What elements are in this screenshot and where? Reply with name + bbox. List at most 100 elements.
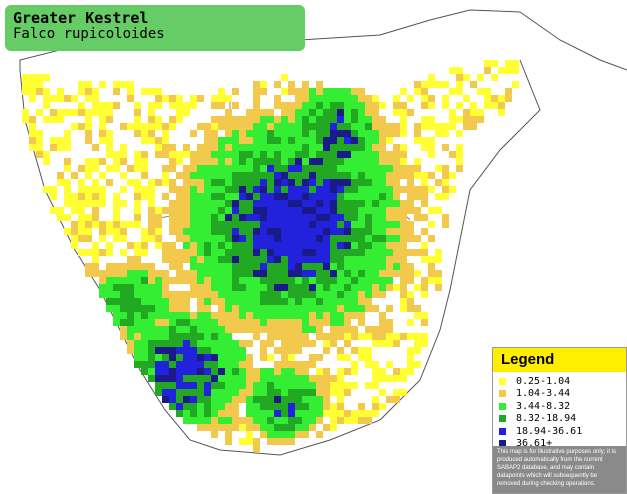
map-cell xyxy=(148,347,155,354)
map-cell xyxy=(295,424,302,431)
map-cell xyxy=(78,109,85,116)
map-cell xyxy=(323,130,330,137)
map-cell xyxy=(50,207,57,214)
map-cell xyxy=(435,284,442,291)
map-cell xyxy=(134,326,141,333)
map-cell xyxy=(239,438,246,445)
map-cell xyxy=(316,389,323,396)
map-cell xyxy=(155,312,162,319)
map-cell xyxy=(316,102,323,109)
map-cell xyxy=(246,270,253,277)
map-cell xyxy=(183,417,190,424)
map-cell xyxy=(225,424,232,431)
map-cell xyxy=(204,417,211,424)
map-cell xyxy=(274,81,281,88)
map-cell xyxy=(183,235,190,242)
map-cell xyxy=(316,235,323,242)
legend-item: 1.04-3.44 xyxy=(499,388,626,401)
map-cell xyxy=(386,193,393,200)
map-cell xyxy=(267,193,274,200)
map-cell xyxy=(358,88,365,95)
map-cell xyxy=(267,158,274,165)
map-cell xyxy=(218,179,225,186)
map-cell xyxy=(190,389,197,396)
map-cell xyxy=(309,417,316,424)
map-cell xyxy=(295,221,302,228)
map-cell xyxy=(155,207,162,214)
map-cell xyxy=(211,158,218,165)
map-cell xyxy=(379,165,386,172)
map-cell xyxy=(323,270,330,277)
map-cell xyxy=(421,312,428,319)
map-cell xyxy=(134,354,141,361)
map-cell xyxy=(379,116,386,123)
map-cell xyxy=(183,172,190,179)
map-cell xyxy=(141,249,148,256)
map-cell xyxy=(295,95,302,102)
map-cell xyxy=(316,137,323,144)
map-cell xyxy=(344,389,351,396)
map-cell xyxy=(323,410,330,417)
map-cell xyxy=(309,403,316,410)
map-cell xyxy=(470,102,477,109)
map-cell xyxy=(176,214,183,221)
map-cell xyxy=(169,144,176,151)
map-cell xyxy=(211,368,218,375)
map-cell xyxy=(211,137,218,144)
map-cell xyxy=(351,361,358,368)
map-cell xyxy=(323,123,330,130)
map-cell xyxy=(421,81,428,88)
map-cell xyxy=(393,95,400,102)
map-cell xyxy=(267,242,274,249)
map-cell xyxy=(337,88,344,95)
map-cell xyxy=(36,137,43,144)
map-cell xyxy=(99,284,106,291)
map-cell xyxy=(421,144,428,151)
map-cell xyxy=(302,291,309,298)
map-cell xyxy=(267,235,274,242)
map-cell xyxy=(99,123,106,130)
map-cell xyxy=(232,263,239,270)
map-cell xyxy=(302,116,309,123)
map-cell xyxy=(274,347,281,354)
map-cell xyxy=(407,319,414,326)
map-cell xyxy=(155,116,162,123)
map-cell xyxy=(372,116,379,123)
map-cell xyxy=(225,354,232,361)
map-cell xyxy=(71,207,78,214)
map-cell xyxy=(351,179,358,186)
map-cell xyxy=(218,298,225,305)
map-cell xyxy=(421,340,428,347)
map-cell xyxy=(456,116,463,123)
map-cell xyxy=(183,270,190,277)
map-cell xyxy=(400,270,407,277)
map-cell xyxy=(386,179,393,186)
map-cell xyxy=(435,123,442,130)
map-cell xyxy=(197,151,204,158)
map-cell xyxy=(302,298,309,305)
map-cell xyxy=(260,263,267,270)
map-cell xyxy=(330,263,337,270)
map-cell xyxy=(351,102,358,109)
map-cell xyxy=(239,347,246,354)
map-cell xyxy=(148,130,155,137)
map-cell xyxy=(148,214,155,221)
map-cell xyxy=(442,214,449,221)
map-cell xyxy=(232,312,239,319)
map-cell xyxy=(302,130,309,137)
map-cell xyxy=(337,200,344,207)
map-cell xyxy=(309,158,316,165)
map-cell xyxy=(71,235,78,242)
map-cell xyxy=(407,368,414,375)
map-cell xyxy=(428,116,435,123)
map-cell xyxy=(267,298,274,305)
map-cell xyxy=(183,368,190,375)
map-cell xyxy=(302,193,309,200)
map-cell xyxy=(239,284,246,291)
map-cell xyxy=(386,396,393,403)
map-cell xyxy=(393,165,400,172)
map-cell xyxy=(379,326,386,333)
map-cell xyxy=(211,375,218,382)
map-cell xyxy=(253,263,260,270)
map-cell xyxy=(358,200,365,207)
